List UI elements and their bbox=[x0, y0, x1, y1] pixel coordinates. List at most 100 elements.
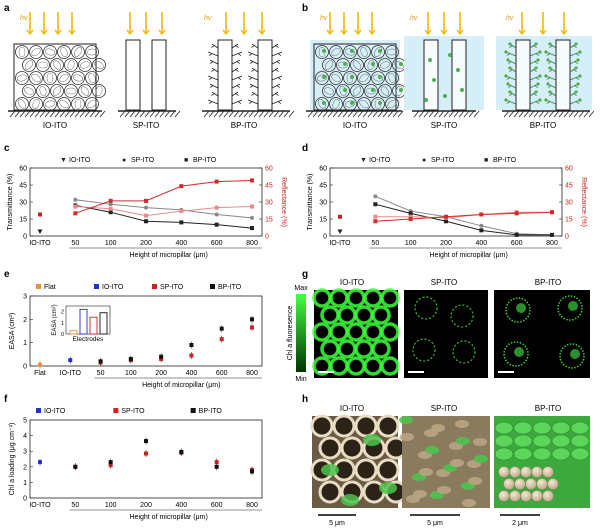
data-point bbox=[144, 205, 148, 210]
opal-pore bbox=[43, 45, 57, 59]
opal-pore bbox=[364, 84, 378, 98]
opal-pore-inner bbox=[95, 85, 103, 97]
hatch-line bbox=[124, 110, 131, 118]
data-point bbox=[144, 219, 148, 224]
schematic-a-sp: SP-ITO bbox=[118, 39, 181, 130]
series-line-bp-ito-transmittance bbox=[75, 204, 253, 229]
branch bbox=[529, 99, 541, 105]
branch bbox=[247, 75, 259, 81]
branch bbox=[271, 83, 281, 89]
sem-pore bbox=[340, 436, 364, 460]
hatch-line bbox=[24, 110, 31, 118]
inset-bar bbox=[69, 330, 78, 335]
opal-pore-inner bbox=[380, 86, 390, 96]
x-tick-label: 600 bbox=[511, 240, 523, 247]
data-point bbox=[144, 439, 148, 444]
hatch-line bbox=[278, 110, 285, 118]
algae-cell bbox=[460, 88, 464, 92]
data-point bbox=[550, 232, 554, 237]
fluorescent-pillar bbox=[450, 304, 474, 328]
data-point bbox=[144, 198, 148, 203]
hatch-line bbox=[223, 110, 230, 118]
y2-axis-label: Reflectance (%) bbox=[580, 177, 587, 227]
branch bbox=[505, 99, 517, 105]
y2-tick-label: 45 bbox=[565, 183, 573, 190]
sem-cell bbox=[570, 421, 590, 435]
legend-label: IO-ITO bbox=[102, 284, 124, 291]
light-arrowhead bbox=[518, 29, 526, 36]
inset-bar bbox=[79, 308, 88, 335]
opal-pore bbox=[385, 71, 399, 85]
data-point bbox=[38, 212, 42, 217]
data-point bbox=[444, 219, 448, 224]
fluorescent-pore bbox=[371, 339, 391, 359]
opal-pore-inner bbox=[360, 46, 368, 58]
hatch-line bbox=[312, 110, 319, 118]
light-arrowhead bbox=[26, 29, 34, 36]
chart-e: 0 1 2 3 Flat IO-ITO 50 100 200 400 600 800 Height of… bbox=[9, 284, 263, 389]
algae-cell bbox=[343, 62, 347, 66]
y2-tick-label: 15 bbox=[265, 217, 273, 224]
hatch-line bbox=[307, 110, 314, 118]
series-line-bp-ito-transmittance bbox=[375, 203, 552, 236]
sem-cell bbox=[532, 447, 552, 461]
opal-pore bbox=[329, 71, 343, 85]
y-axis-label: Transmittance (%) bbox=[307, 174, 314, 231]
hv-label: hv bbox=[204, 15, 212, 22]
light-arrowhead bbox=[126, 29, 134, 36]
sem-grain bbox=[473, 438, 487, 446]
hatch-line bbox=[228, 110, 235, 118]
branch bbox=[251, 67, 259, 73]
branch bbox=[569, 75, 581, 81]
micrograph-g-bp-structure bbox=[503, 295, 585, 369]
data-point bbox=[250, 325, 254, 330]
data-point bbox=[73, 211, 78, 216]
x-axis-label: Height of micropillar (μm) bbox=[142, 382, 220, 389]
hatch-line bbox=[508, 110, 515, 118]
fluorescent-pillar bbox=[559, 343, 585, 369]
legend-label: BP-ITO bbox=[193, 157, 217, 164]
sem-bead bbox=[531, 466, 543, 478]
hatch-line bbox=[473, 110, 480, 118]
y-tick-label: 0 bbox=[323, 234, 327, 241]
sem-bead bbox=[509, 490, 521, 502]
opal-pore bbox=[50, 58, 64, 72]
data-point bbox=[144, 451, 148, 456]
y-tick-label: 0 bbox=[23, 496, 27, 503]
branch bbox=[231, 59, 241, 65]
hatch-line bbox=[44, 110, 51, 118]
y-tick-label: 3 bbox=[23, 294, 27, 301]
opal-pore-inner bbox=[94, 61, 104, 69]
algae-cell bbox=[508, 90, 512, 94]
hatch-line bbox=[357, 110, 364, 118]
algae-cell bbox=[506, 58, 510, 62]
y-tick-label: 60 bbox=[319, 166, 327, 173]
x-tick-label: 800 bbox=[546, 240, 558, 247]
panel-letter-f: f bbox=[4, 394, 8, 405]
hatch-line bbox=[347, 110, 354, 118]
sem-algae bbox=[341, 494, 359, 506]
panel-letter-c: c bbox=[4, 143, 10, 154]
data-point bbox=[108, 198, 113, 203]
opal-pore-inner bbox=[386, 48, 398, 56]
fluorescent-cluster bbox=[570, 349, 580, 359]
data-point bbox=[250, 226, 254, 231]
data-point bbox=[214, 179, 219, 184]
opal-pore-inner bbox=[359, 73, 369, 83]
hatch-line bbox=[218, 110, 225, 118]
hatch-line bbox=[327, 110, 334, 118]
data-point bbox=[159, 354, 164, 359]
opal-pore-inner bbox=[59, 99, 69, 109]
x-tick-label: 50 bbox=[71, 240, 79, 247]
opal-pore bbox=[350, 84, 364, 98]
branch bbox=[231, 43, 239, 49]
branch bbox=[271, 43, 279, 49]
sem-grain bbox=[419, 468, 433, 476]
opal-pore bbox=[64, 58, 78, 72]
light-arrows bbox=[26, 12, 266, 36]
x-tick-label: 200 bbox=[140, 240, 152, 247]
opal-pore-inner bbox=[344, 100, 356, 108]
data-point bbox=[250, 178, 254, 183]
opal-pore-inner bbox=[344, 48, 356, 56]
panel-letter-g: g bbox=[302, 269, 308, 280]
